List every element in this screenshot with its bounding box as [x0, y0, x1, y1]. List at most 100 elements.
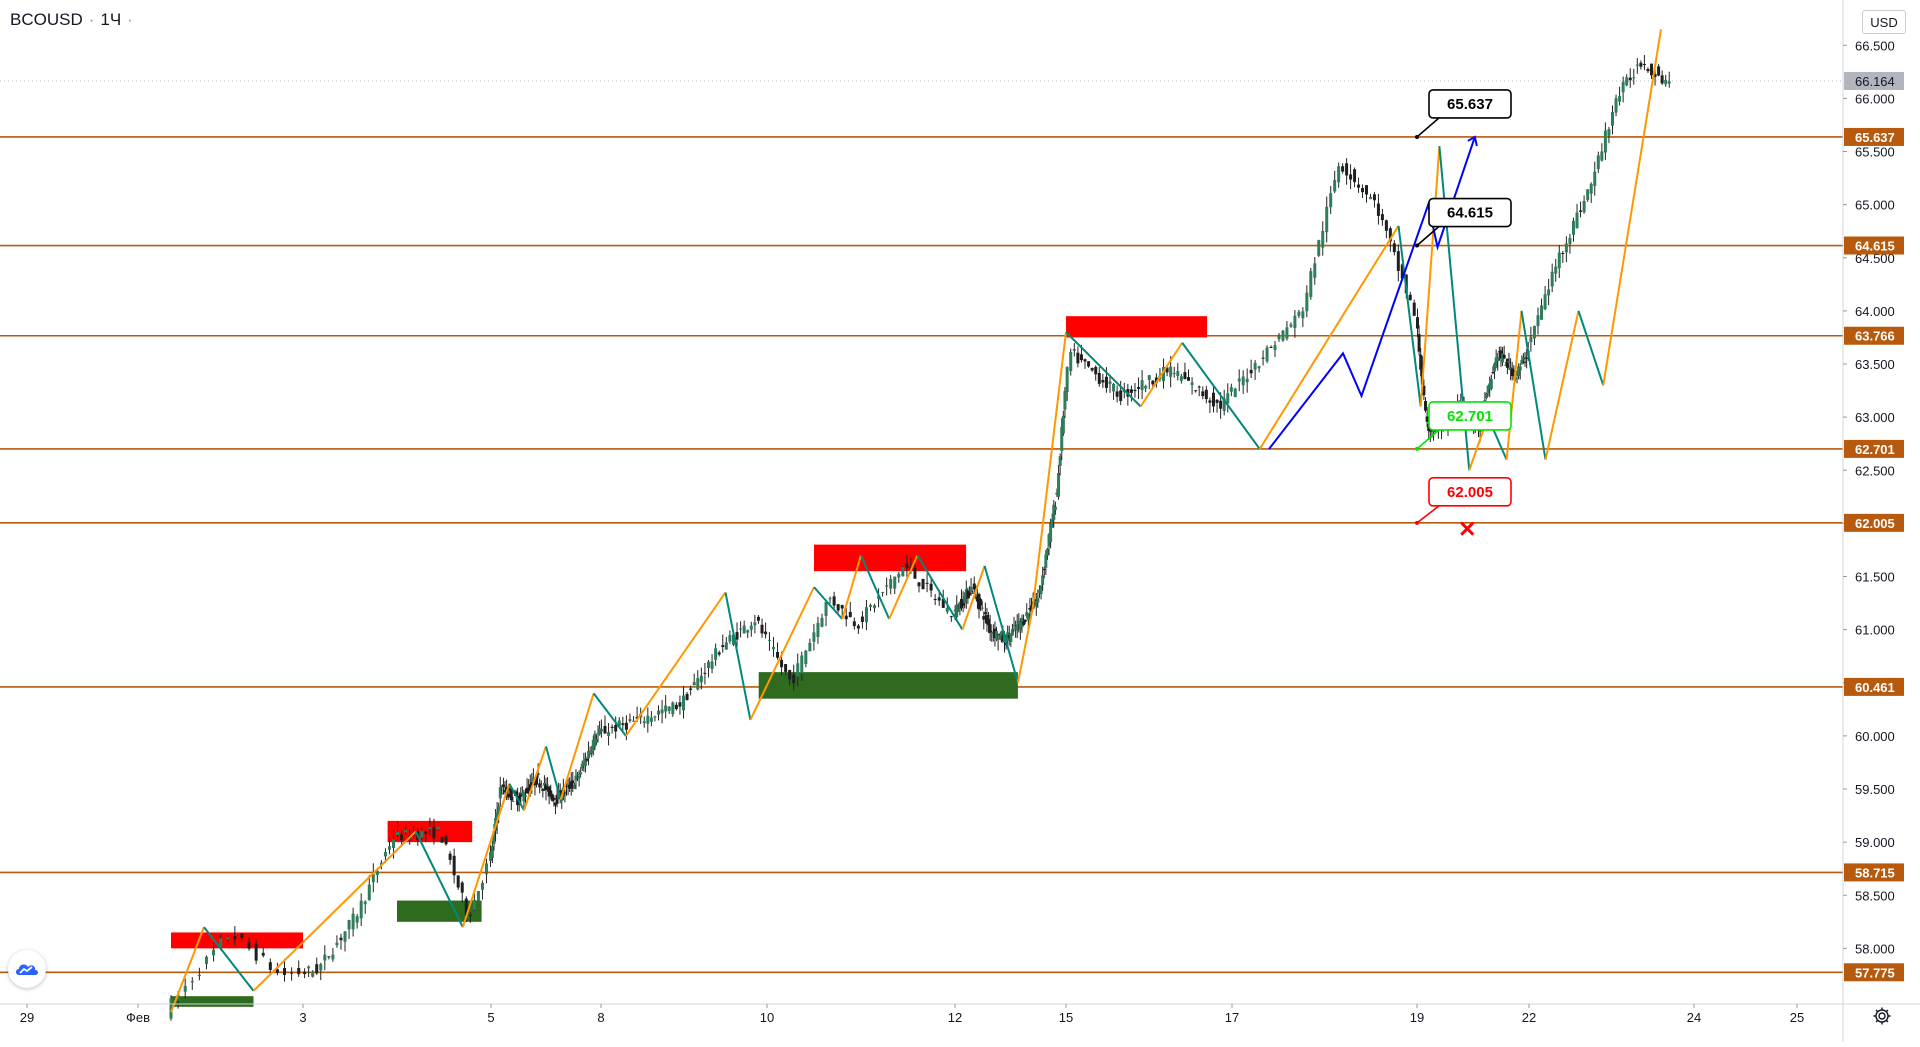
- candle-body: [742, 625, 746, 634]
- candle-body: [323, 954, 327, 961]
- candle-body: [247, 942, 251, 949]
- candle-body: [1042, 569, 1046, 571]
- candle-body: [1502, 354, 1506, 359]
- candle-body: [343, 931, 347, 942]
- candle-body: [724, 642, 728, 650]
- candle-body: [852, 621, 856, 627]
- time-tick-label: 17: [1225, 1010, 1239, 1025]
- level-label-bg: [1844, 439, 1904, 458]
- candle-body: [1424, 401, 1428, 411]
- candle-body: [979, 599, 983, 606]
- candle-body: [685, 693, 689, 701]
- candle-body: [506, 793, 510, 798]
- candle-body: [913, 567, 917, 579]
- zigzag-segment: [1602, 29, 1662, 386]
- candle-body: [848, 611, 852, 618]
- candle-body: [995, 631, 999, 640]
- level-price-label: 64.615: [1855, 239, 1895, 254]
- zigzag-segment: [545, 746, 562, 800]
- candle-body: [1197, 386, 1201, 388]
- candle-body: [1219, 400, 1223, 409]
- candle-body: [1033, 599, 1037, 605]
- candle-body: [1204, 389, 1208, 400]
- candle-body: [1579, 210, 1583, 212]
- candle-body: [1586, 189, 1590, 200]
- candle-body: [983, 612, 987, 614]
- candle-body: [420, 830, 424, 838]
- candle-body: [1020, 617, 1024, 628]
- candle-body: [610, 726, 614, 728]
- candle-body: [347, 920, 351, 930]
- candle-body: [1045, 548, 1049, 556]
- zigzag-segment: [414, 831, 464, 928]
- callout-anchor: [1415, 134, 1419, 139]
- candle-body: [546, 784, 550, 786]
- candle-body: [1060, 427, 1064, 451]
- candle-body: [1489, 378, 1493, 389]
- candle-body: [553, 802, 557, 806]
- candle-body: [1507, 360, 1511, 363]
- candle-body: [1575, 212, 1579, 229]
- level-price-label: 63.766: [1855, 329, 1895, 344]
- candle-body: [1215, 399, 1219, 403]
- candle-body: [319, 964, 323, 971]
- candle-body: [444, 836, 448, 845]
- candle-body: [1321, 230, 1325, 248]
- candle-body: [1593, 171, 1597, 187]
- candle-body: [212, 949, 216, 956]
- candle-body: [1030, 605, 1034, 612]
- candle-body: [1400, 264, 1404, 279]
- candle-body: [993, 628, 997, 638]
- candle-body: [728, 635, 732, 642]
- candle-body: [509, 789, 513, 801]
- candle-body: [538, 783, 542, 788]
- symbol-header[interactable]: BCOUSD · 1Ч ·: [10, 10, 133, 30]
- candle-body: [699, 675, 703, 683]
- candle-body: [1486, 385, 1490, 393]
- candle-body: [905, 563, 909, 569]
- level-price-label: 65.637: [1855, 130, 1895, 145]
- candle-body: [1547, 289, 1551, 296]
- candle-body: [1015, 624, 1019, 631]
- candle-body: [868, 605, 872, 607]
- currency-button[interactable]: USD: [1862, 10, 1906, 34]
- candle-body: [572, 784, 576, 789]
- level-label-bg: [1844, 236, 1904, 255]
- candle-body: [599, 728, 603, 732]
- candle-body: [1603, 130, 1607, 153]
- header-separator: ·: [88, 10, 95, 29]
- candle-body: [1036, 598, 1040, 603]
- time-tick-label: 5: [487, 1010, 494, 1025]
- candle-body: [824, 601, 828, 616]
- candle-body: [812, 632, 816, 642]
- candle-body: [1047, 534, 1051, 547]
- candle-body: [268, 962, 272, 970]
- candle-body: [261, 952, 265, 956]
- candle-body: [1133, 389, 1137, 392]
- zigzag-segment: [508, 783, 525, 811]
- candle-body: [1518, 366, 1522, 371]
- candle-body: [339, 937, 343, 941]
- candle-body: [484, 863, 488, 875]
- candle-body: [367, 884, 371, 901]
- candle-body: [303, 971, 307, 975]
- candle-body: [1058, 456, 1062, 467]
- candle-body: [283, 968, 287, 975]
- candle-body: [696, 678, 700, 690]
- time-tick-label: 15: [1059, 1010, 1073, 1025]
- candle-body: [780, 659, 784, 668]
- gear-icon[interactable]: [1870, 1004, 1894, 1028]
- callout-label: 62.005: [1447, 484, 1493, 501]
- candle-body: [963, 596, 967, 603]
- time-tick-label: 22: [1522, 1010, 1536, 1025]
- candle-body: [764, 631, 768, 635]
- candle-body: [1026, 613, 1030, 621]
- zigzag-segment: [1016, 608, 1034, 683]
- tradingview-cloud-icon[interactable]: [8, 950, 46, 988]
- candle-body: [1237, 378, 1241, 382]
- candle-body: [355, 916, 359, 923]
- candle-body: [958, 602, 962, 610]
- candle-body: [856, 625, 860, 629]
